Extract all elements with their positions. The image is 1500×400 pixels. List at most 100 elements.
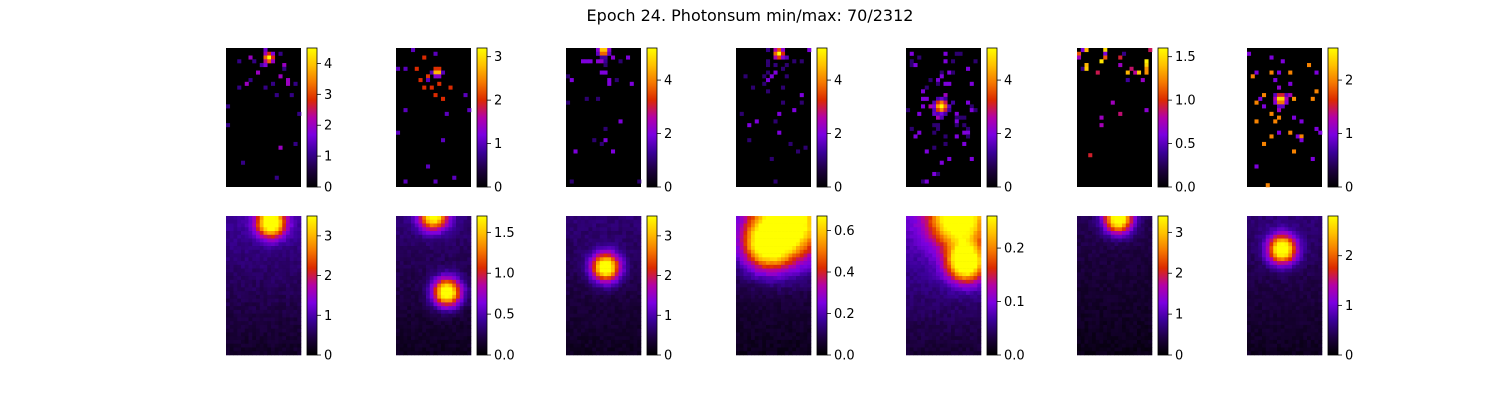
heatmap-cell <box>947 108 952 113</box>
heatmap-cell <box>463 302 468 307</box>
heatmap-cell <box>1137 246 1142 251</box>
colorbar-tick-label: 3 <box>664 229 672 244</box>
heatmap-cell <box>237 227 242 232</box>
heatmap-cell <box>452 321 457 326</box>
heatmap-cell <box>966 264 971 269</box>
heatmap-cell <box>1095 283 1100 288</box>
heatmap-cell <box>773 242 778 247</box>
heatmap-cell <box>1295 134 1300 139</box>
heatmap-cell <box>1092 223 1097 228</box>
heatmap-cell <box>418 261 423 266</box>
heatmap-cell <box>426 231 431 236</box>
heatmap-cell <box>762 339 767 345</box>
heatmap-cell <box>1099 283 1104 288</box>
heatmap-cell <box>796 309 801 314</box>
heatmap-cell <box>259 276 264 281</box>
heatmap-cell <box>1284 219 1289 224</box>
heatmap-cell <box>1137 227 1142 232</box>
heatmap-cell <box>226 279 231 284</box>
heatmap-cell <box>921 336 926 341</box>
heatmap-cell <box>1122 283 1127 288</box>
heatmap-cell <box>1114 347 1119 352</box>
heatmap-cell <box>577 343 582 348</box>
heatmap-cell <box>792 336 797 341</box>
heatmap-cell <box>796 238 801 243</box>
heatmap-cell <box>792 253 797 258</box>
heatmap-cell <box>566 231 571 236</box>
heatmap-cell <box>969 264 974 269</box>
heatmap-cell <box>229 234 234 239</box>
heatmap-cell <box>274 93 279 98</box>
heatmap-cell <box>973 257 978 262</box>
heatmap-cell <box>267 317 272 322</box>
heatmap-cell <box>769 272 774 277</box>
heatmap-cell <box>286 223 291 228</box>
heatmap-cell <box>233 216 238 221</box>
heatmap-cell <box>913 351 918 356</box>
heatmap-cell <box>954 351 959 356</box>
heatmap-cell <box>777 302 782 307</box>
heatmap-cell <box>581 59 586 64</box>
heatmap-cell <box>947 321 952 326</box>
heatmap-cell <box>422 287 427 292</box>
heatmap-cell <box>1133 268 1138 273</box>
heatmap-cell <box>954 309 959 314</box>
heatmap-cell <box>433 238 438 243</box>
heatmap-cell <box>932 328 937 333</box>
heatmap-cell <box>611 246 616 251</box>
heatmap-cell <box>743 238 748 243</box>
heatmap-cell <box>958 272 963 277</box>
heatmap-cell <box>592 279 597 284</box>
heatmap-cell <box>1118 264 1123 269</box>
heatmap-cell <box>622 336 627 341</box>
heatmap-cell <box>909 332 914 337</box>
heatmap-cell <box>263 313 268 318</box>
heatmap-cell <box>781 216 786 221</box>
heatmap-cell <box>241 268 246 273</box>
heatmap-cell <box>917 249 922 254</box>
heatmap-cell <box>611 219 616 224</box>
heatmap-cell <box>263 339 268 345</box>
heatmap-cell <box>773 257 778 262</box>
heatmap-cell <box>1099 227 1104 232</box>
heatmap-cell <box>252 242 257 247</box>
heatmap-cell <box>758 324 763 330</box>
heatmap-cell <box>1099 59 1104 64</box>
heatmap-cell <box>289 313 294 318</box>
heatmap-cell <box>1118 298 1123 303</box>
heatmap-cell <box>244 287 249 292</box>
heatmap-cell <box>747 272 752 277</box>
heatmap-cell <box>799 343 804 348</box>
heatmap-cell <box>1114 321 1119 326</box>
heatmap-cell <box>1103 279 1108 284</box>
heatmap-cell <box>1140 231 1145 236</box>
heatmap-cell <box>467 268 472 273</box>
heatmap-cell <box>429 298 434 303</box>
heatmap-cell <box>241 261 246 266</box>
heatmap-cell <box>1080 287 1085 292</box>
heatmap-cell <box>1103 234 1108 239</box>
heatmap-cell <box>452 223 457 228</box>
heatmap-cell <box>803 332 808 337</box>
heatmap-cell <box>418 324 423 330</box>
heatmap-cell <box>977 249 982 254</box>
heatmap-cell <box>1107 328 1112 333</box>
heatmap-cell <box>588 253 593 258</box>
heatmap-cell <box>1084 306 1089 311</box>
heatmap-cell <box>766 313 771 318</box>
heatmap-cell <box>966 306 971 311</box>
heatmap-cell <box>1118 223 1123 228</box>
heatmap-cell <box>1137 287 1142 292</box>
heatmap-cell <box>1144 336 1149 341</box>
heatmap-cell <box>932 219 937 224</box>
heatmap-cell <box>599 219 604 224</box>
heatmap-cell <box>459 298 464 303</box>
heatmap-cell <box>754 231 759 236</box>
heatmap-cell <box>614 336 619 341</box>
heatmap-cell <box>1148 234 1153 239</box>
heatmap-cell <box>766 294 771 299</box>
heatmap-cell <box>1095 279 1100 284</box>
heatmap-cell <box>909 321 914 326</box>
heatmap-cell <box>799 231 804 236</box>
heatmap-cell <box>282 253 287 258</box>
